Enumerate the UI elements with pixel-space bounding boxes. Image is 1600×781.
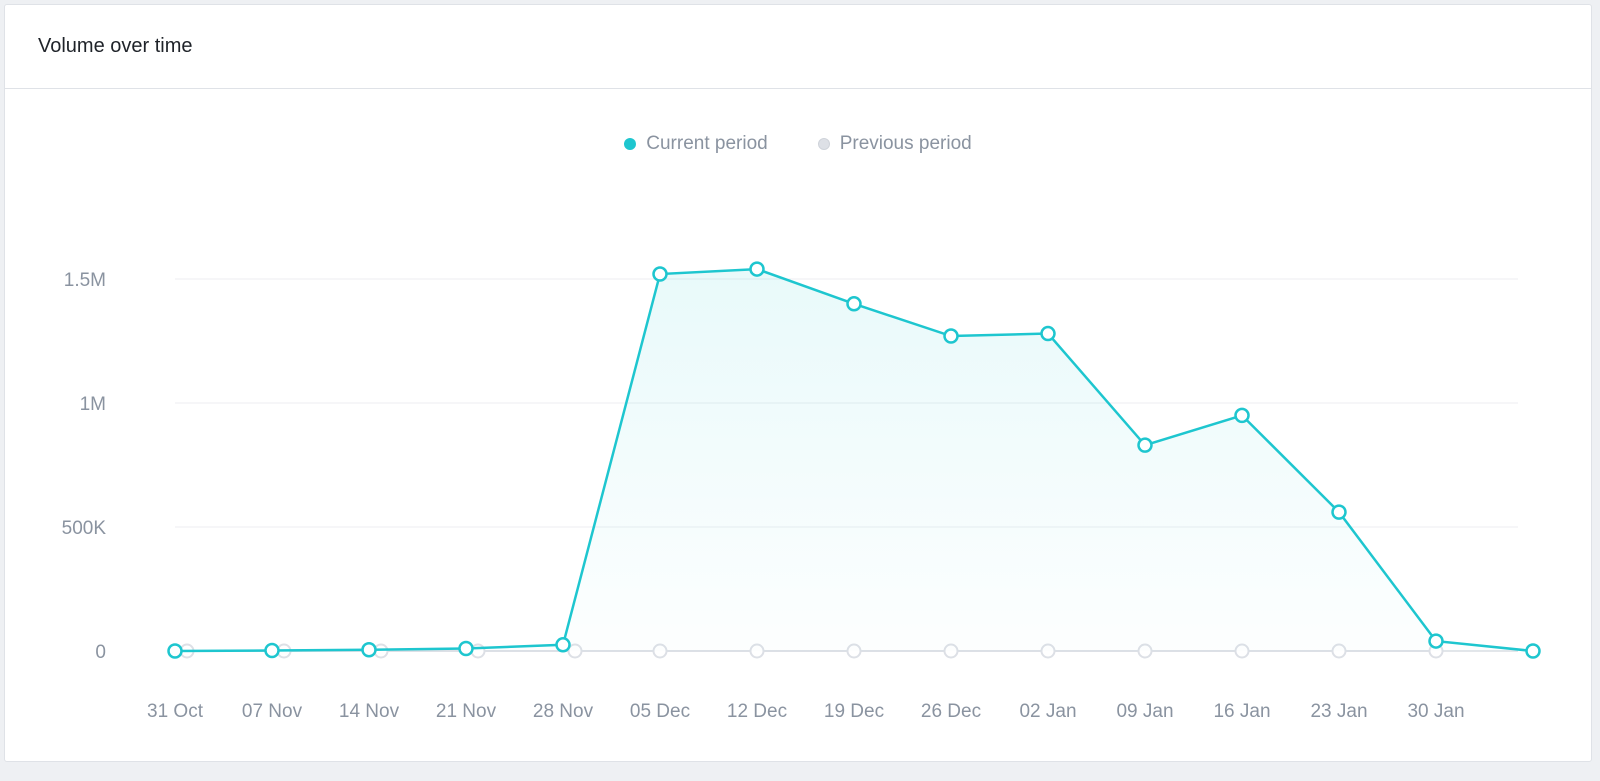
x-tick-label: 21 Nov bbox=[436, 701, 497, 722]
y-tick-label: 0 bbox=[95, 642, 106, 663]
x-tick-label: 30 Jan bbox=[1407, 701, 1464, 722]
series-layer bbox=[167, 261, 1541, 659]
data-point-current bbox=[555, 637, 571, 653]
data-point-current bbox=[1137, 437, 1153, 453]
x-tick-label: 14 Nov bbox=[339, 701, 400, 722]
data-point-current bbox=[652, 266, 668, 282]
x-tick-label: 31 Oct bbox=[147, 701, 204, 722]
legend-dot-current bbox=[624, 138, 637, 150]
legend-item-current[interactable]: Current period bbox=[624, 133, 768, 155]
x-tick-label: 09 Jan bbox=[1116, 701, 1173, 722]
data-point-current bbox=[1428, 633, 1444, 649]
chart-legend: Current period Previous period bbox=[5, 133, 1591, 155]
x-tick-label: 26 Dec bbox=[921, 701, 981, 722]
y-tick-label: 1.5M bbox=[64, 270, 106, 291]
x-tick-label: 12 Dec bbox=[727, 701, 787, 722]
legend-dot-previous bbox=[817, 138, 830, 150]
x-tick-label: 05 Dec bbox=[630, 701, 690, 722]
data-point-current bbox=[458, 640, 474, 657]
y-tick-label: 500K bbox=[62, 518, 107, 539]
data-point-current bbox=[749, 261, 765, 277]
legend-label-previous: Previous period bbox=[839, 133, 972, 154]
x-tick-label: 23 Jan bbox=[1310, 701, 1367, 722]
y-tick-label: 1M bbox=[80, 394, 106, 415]
x-tick-label: 02 Jan bbox=[1019, 701, 1076, 722]
data-point-current bbox=[943, 328, 959, 344]
y-axis: 0 500K 1M 1.5M bbox=[62, 270, 107, 663]
card-title: Volume over time bbox=[38, 35, 193, 57]
x-tick-label: 16 Jan bbox=[1213, 701, 1270, 722]
data-point-current bbox=[1331, 504, 1347, 520]
x-tick-label: 28 Nov bbox=[533, 701, 594, 722]
x-tick-label: 19 Dec bbox=[824, 701, 884, 722]
data-point-current bbox=[167, 643, 183, 659]
legend-item-previous[interactable]: Previous period bbox=[817, 133, 972, 155]
x-axis: 31 Oct 07 Nov 14 Nov 21 Nov 28 Nov 05 Dec 12 D… bbox=[147, 701, 1465, 722]
data-point-current bbox=[846, 296, 862, 312]
card-header: Volume over time bbox=[5, 5, 1591, 89]
series-area-current bbox=[175, 269, 1533, 651]
data-point-current bbox=[264, 642, 280, 659]
data-point-current bbox=[1525, 643, 1541, 659]
x-tick-label: 07 Nov bbox=[242, 701, 303, 722]
data-point-current bbox=[1040, 325, 1056, 342]
legend-label-current: Current period bbox=[646, 133, 768, 154]
data-point-current bbox=[1234, 407, 1250, 424]
data-point-current bbox=[361, 642, 377, 658]
